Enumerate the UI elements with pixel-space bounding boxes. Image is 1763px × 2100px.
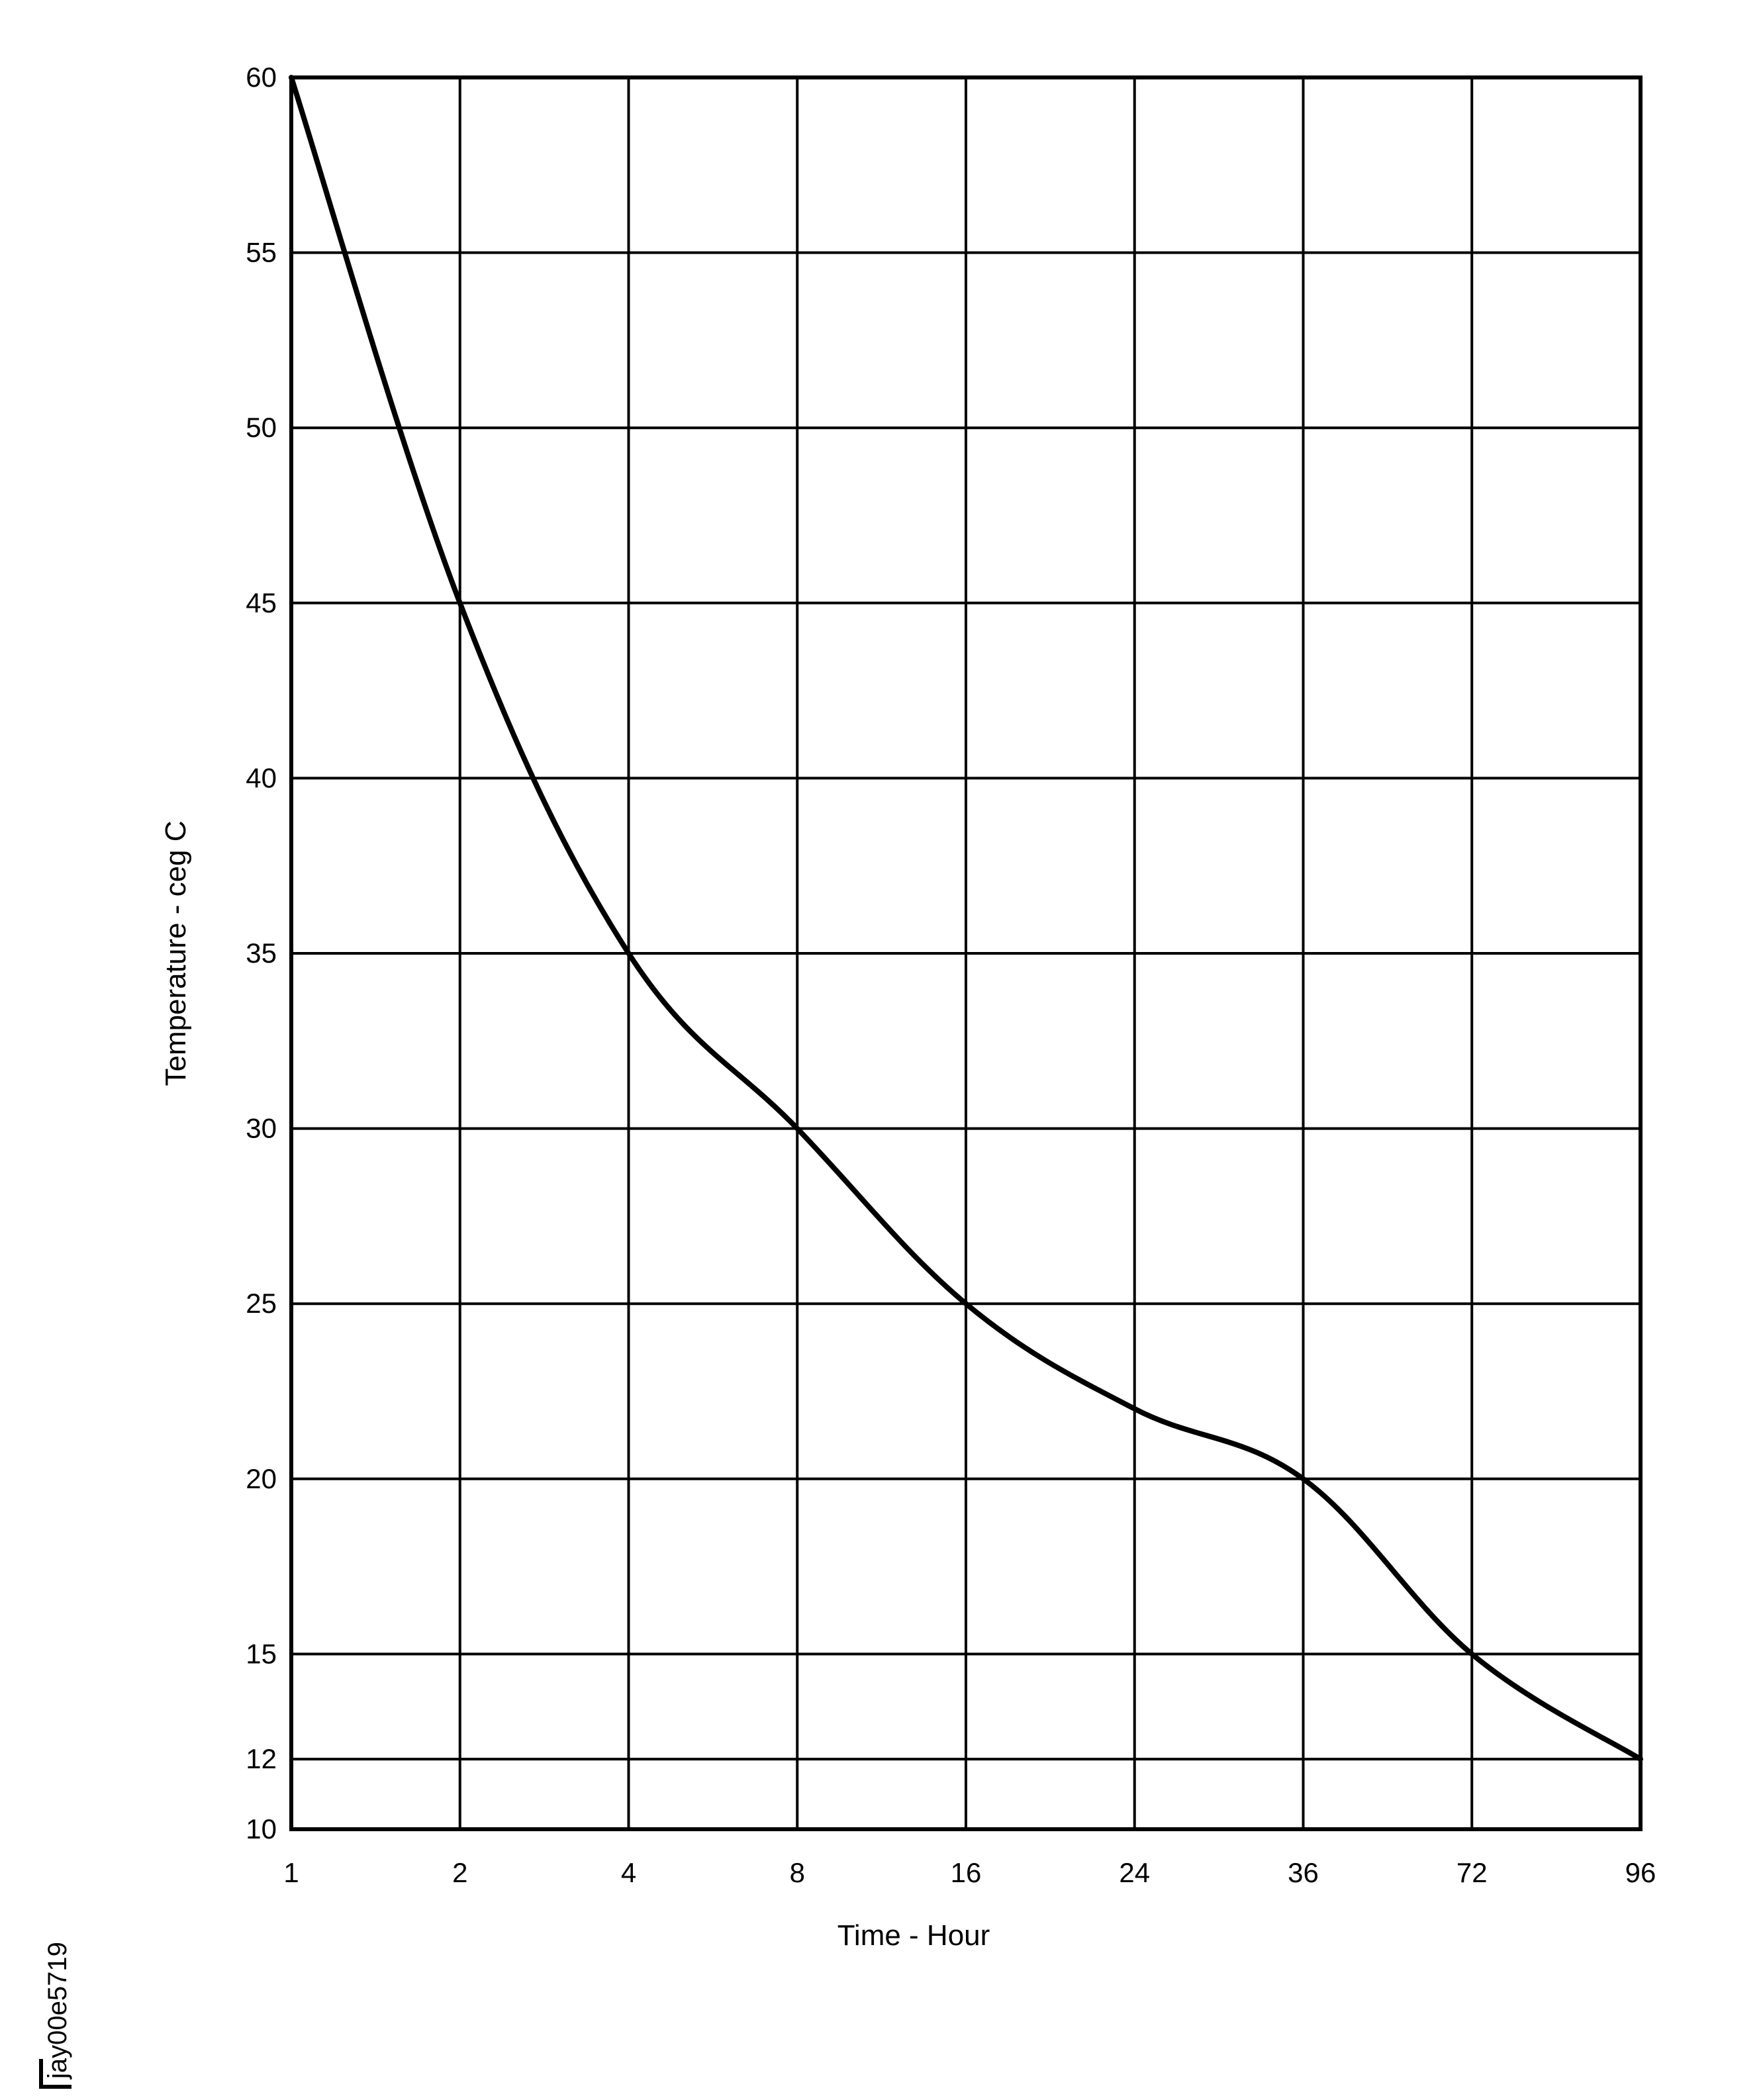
figure-id-label: jay00e5719 [43,1942,72,2079]
x-tick-label: 16 [951,1857,982,1888]
plot-frame [289,75,1643,1831]
x-tick-label: 36 [1288,1857,1319,1888]
y-tick-label: 12 [246,1743,277,1774]
y-tick-label: 15 [246,1638,277,1669]
y-tick-label: 55 [246,237,277,268]
x-tick-label: 1 [283,1857,299,1888]
y-tick-label: 30 [246,1113,277,1144]
corner-bracket-icon [39,2059,71,2089]
x-axis-tick-labels: 1 2 4 8 16 24 36 72 96 [283,1857,1656,1888]
x-tick-label: 96 [1625,1857,1656,1888]
temperature-curve [289,75,1643,1762]
y-tick-label: 45 [246,587,277,618]
y-axis-title: Temperature - ceg C [160,820,192,1086]
x-tick-label: 2 [452,1857,467,1888]
y-tick-label: 50 [246,412,277,443]
figure-id-mark: jay00e5719 [39,1942,72,2089]
x-axis-title: Time - Hour [837,1919,990,1952]
x-tick-label: 8 [790,1857,805,1888]
y-tick-label: 25 [246,1288,277,1319]
y-tick-label: 60 [246,62,277,93]
y-tick-label: 40 [246,762,277,793]
y-tick-label: 20 [246,1463,277,1494]
y-tick-label: 10 [246,1813,277,1844]
x-tick-label: 4 [621,1857,636,1888]
y-tick-label: 35 [246,937,277,969]
x-tick-label: 24 [1119,1857,1150,1888]
y-axis-tick-labels: 10 12 15 20 25 30 35 40 45 50 55 60 [246,62,277,1844]
x-tick-label: 72 [1456,1857,1488,1888]
